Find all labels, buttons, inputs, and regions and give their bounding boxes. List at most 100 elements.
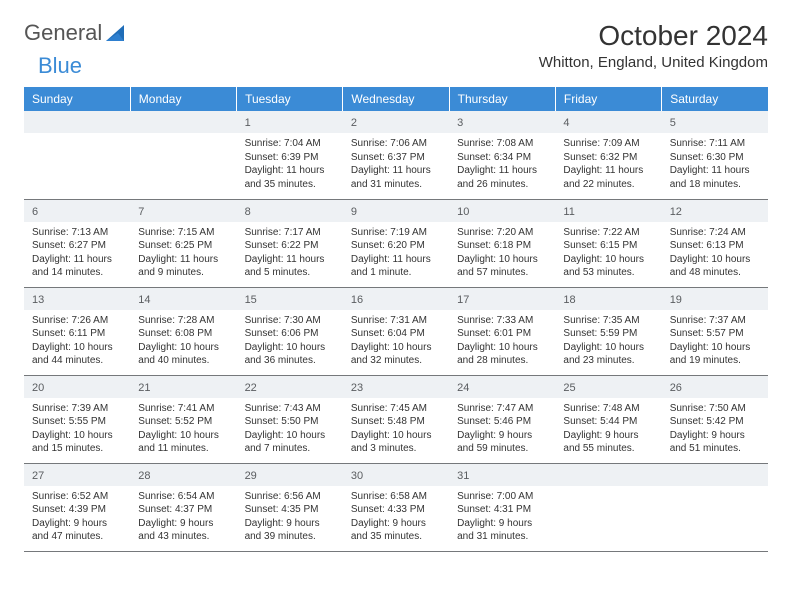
day2-text: and 53 minutes. — [563, 266, 653, 280]
calendar-cell: 11Sunrise: 7:22 AMSunset: 6:15 PMDayligh… — [555, 199, 661, 287]
sunset-text: Sunset: 5:59 PM — [563, 327, 653, 341]
day2-text: and 40 minutes. — [138, 354, 228, 368]
day2-text: and 32 minutes. — [351, 354, 441, 368]
sunset-text: Sunset: 5:57 PM — [670, 327, 760, 341]
day1-text: Daylight: 10 hours — [32, 429, 122, 443]
day-header: Thursday — [449, 87, 555, 111]
sunset-text: Sunset: 6:04 PM — [351, 327, 441, 341]
calendar-cell: 14Sunrise: 7:28 AMSunset: 6:08 PMDayligh… — [130, 287, 236, 375]
day-number: 19 — [670, 294, 682, 306]
calendar-cell: 17Sunrise: 7:33 AMSunset: 6:01 PMDayligh… — [449, 287, 555, 375]
sunrise-text: Sunrise: 7:08 AM — [457, 137, 547, 151]
day1-text: Daylight: 9 hours — [670, 429, 760, 443]
day-number: 1 — [245, 117, 251, 129]
day1-text: Daylight: 9 hours — [563, 429, 653, 443]
day-number: 17 — [457, 294, 469, 306]
calendar-page: General October 2024 Whitton, England, U… — [0, 0, 792, 572]
calendar-cell: 22Sunrise: 7:43 AMSunset: 5:50 PMDayligh… — [237, 375, 343, 463]
day1-text: Daylight: 9 hours — [457, 429, 547, 443]
calendar-cell — [662, 463, 768, 551]
sunset-text: Sunset: 6:32 PM — [563, 151, 653, 165]
sunrise-text: Sunrise: 7:00 AM — [457, 490, 547, 504]
day-number: 29 — [245, 470, 257, 482]
calendar-cell: 31Sunrise: 7:00 AMSunset: 4:31 PMDayligh… — [449, 463, 555, 551]
calendar-cell: 19 Sunrise: 7:37 AMSunset: 5:57 PMDayligh… — [662, 287, 768, 375]
calendar-cell: 26Sunrise: 7:50 AMSunset: 5:42 PMDayligh… — [662, 375, 768, 463]
calendar-cell — [130, 111, 236, 199]
day1-text: Daylight: 11 hours — [138, 253, 228, 267]
day1-text: Daylight: 9 hours — [138, 517, 228, 531]
sunset-text: Sunset: 4:33 PM — [351, 503, 441, 517]
sunset-text: Sunset: 6:39 PM — [245, 151, 335, 165]
day-number: 13 — [32, 294, 44, 306]
day2-text: and 3 minutes. — [351, 442, 441, 456]
sunrise-text: Sunrise: 7:41 AM — [138, 402, 228, 416]
sunrise-text: Sunrise: 7:26 AM — [32, 314, 122, 328]
day-number: 21 — [138, 382, 150, 394]
calendar-week-row: 13Sunrise: 7:26 AMSunset: 6:11 PMDayligh… — [24, 287, 768, 375]
calendar-cell: 16Sunrise: 7:31 AMSunset: 6:04 PMDayligh… — [343, 287, 449, 375]
sunrise-text: Sunrise: 7:30 AM — [245, 314, 335, 328]
day-number: 4 — [563, 117, 569, 129]
calendar-cell: 12Sunrise: 7:24 AMSunset: 6:13 PMDayligh… — [662, 199, 768, 287]
calendar-cell: 7Sunrise: 7:15 AMSunset: 6:25 PMDaylight… — [130, 199, 236, 287]
sunrise-text: Sunrise: 6:58 AM — [351, 490, 441, 504]
sunset-text: Sunset: 5:50 PM — [245, 415, 335, 429]
day1-text: Daylight: 10 hours — [32, 341, 122, 355]
sunrise-text: Sunrise: 7:19 AM — [351, 226, 441, 240]
day-number: 5 — [670, 117, 676, 129]
day-header: Tuesday — [237, 87, 343, 111]
day-number: 22 — [245, 382, 257, 394]
calendar-cell: 6Sunrise: 7:13 AMSunset: 6:27 PMDaylight… — [24, 199, 130, 287]
calendar-cell — [24, 111, 130, 199]
sunrise-text: Sunrise: 7:39 AM — [32, 402, 122, 416]
day2-text: and 23 minutes. — [563, 354, 653, 368]
day-number: 28 — [138, 470, 150, 482]
day2-text: and 43 minutes. — [138, 530, 228, 544]
day1-text: Daylight: 10 hours — [670, 341, 760, 355]
title-block: October 2024 Whitton, England, United Ki… — [539, 20, 768, 71]
calendar-table: SundayMondayTuesdayWednesdayThursdayFrid… — [24, 87, 768, 552]
sunset-text: Sunset: 4:31 PM — [457, 503, 547, 517]
sunrise-text: Sunrise: 7:37 AM — [670, 314, 760, 328]
day1-text: Daylight: 10 hours — [245, 341, 335, 355]
calendar-cell: 1Sunrise: 7:04 AMSunset: 6:39 PMDaylight… — [237, 111, 343, 199]
day-number: 20 — [32, 382, 44, 394]
day-header: Wednesday — [343, 87, 449, 111]
calendar-cell: 23Sunrise: 7:45 AMSunset: 5:48 PMDayligh… — [343, 375, 449, 463]
day2-text: and 1 minute. — [351, 266, 441, 280]
sunrise-text: Sunrise: 7:06 AM — [351, 137, 441, 151]
day-number: 12 — [670, 206, 682, 218]
logo: General — [24, 20, 126, 46]
day-header: Monday — [130, 87, 236, 111]
day-number: 10 — [457, 206, 469, 218]
sunset-text: Sunset: 5:44 PM — [563, 415, 653, 429]
sunset-text: Sunset: 5:55 PM — [32, 415, 122, 429]
sunrise-text: Sunrise: 7:28 AM — [138, 314, 228, 328]
day1-text: Daylight: 10 hours — [670, 253, 760, 267]
sunrise-text: Sunrise: 7:35 AM — [563, 314, 653, 328]
day1-text: Daylight: 10 hours — [138, 341, 228, 355]
location: Whitton, England, United Kingdom — [539, 54, 768, 71]
day2-text: and 7 minutes. — [245, 442, 335, 456]
day2-text: and 59 minutes. — [457, 442, 547, 456]
sunrise-text: Sunrise: 7:31 AM — [351, 314, 441, 328]
day1-text: Daylight: 9 hours — [245, 517, 335, 531]
logo-sail-icon — [104, 23, 126, 43]
sunrise-text: Sunrise: 7:20 AM — [457, 226, 547, 240]
day1-text: Daylight: 10 hours — [351, 341, 441, 355]
day2-text: and 9 minutes. — [138, 266, 228, 280]
sunset-text: Sunset: 6:18 PM — [457, 239, 547, 253]
sunset-text: Sunset: 6:20 PM — [351, 239, 441, 253]
sunrise-text: Sunrise: 7:50 AM — [670, 402, 760, 416]
calendar-week-row: 1Sunrise: 7:04 AMSunset: 6:39 PMDaylight… — [24, 111, 768, 199]
sunrise-text: Sunrise: 7:33 AM — [457, 314, 547, 328]
day-number: 9 — [351, 206, 357, 218]
sunrise-text: Sunrise: 7:04 AM — [245, 137, 335, 151]
sunrise-text: Sunrise: 7:17 AM — [245, 226, 335, 240]
calendar-week-row: 6Sunrise: 7:13 AMSunset: 6:27 PMDaylight… — [24, 199, 768, 287]
month-title: October 2024 — [539, 20, 768, 52]
day-number: 23 — [351, 382, 363, 394]
calendar-body: 1 Sunrise: 7:04 AMSunset: 6:39 PM Daylight… — [24, 111, 768, 551]
day1-text: Daylight: 11 hours — [351, 253, 441, 267]
